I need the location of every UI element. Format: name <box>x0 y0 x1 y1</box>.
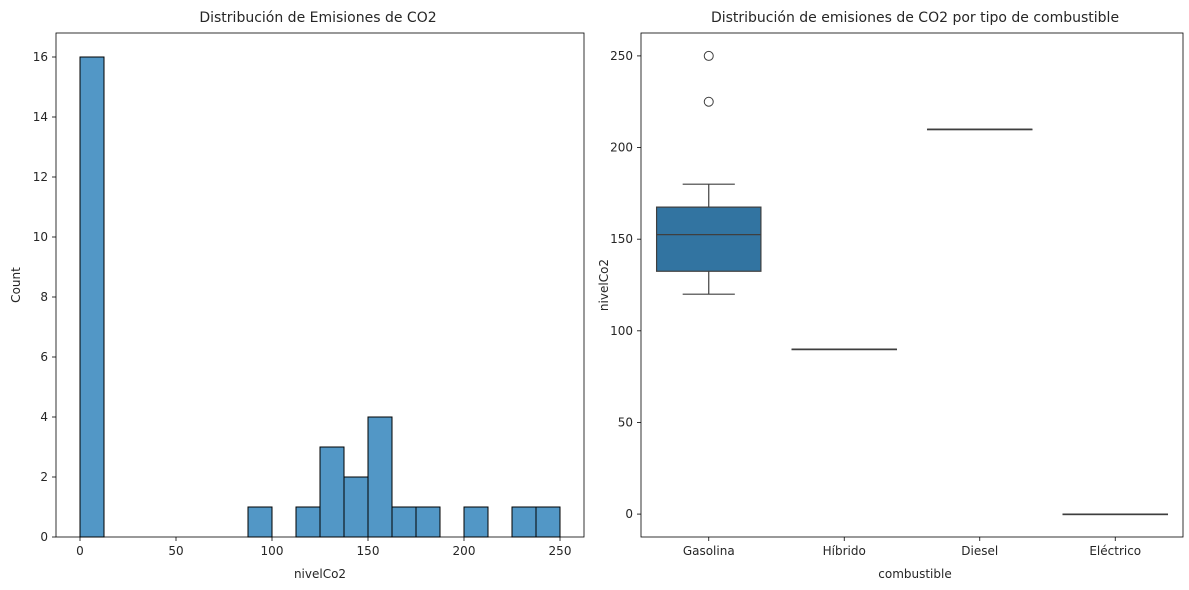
boxplot-box-eléctrico <box>1062 513 1169 516</box>
histogram-panel: Distribución de Emisiones de CO2 0 50 100 1… <box>9 10 585 581</box>
boxplot-box-diesel <box>926 128 1033 131</box>
histogram-y-tick-label: 14 <box>33 110 48 124</box>
histogram-y-ticks: 0 2 4 6 8 10 12 14 16 <box>33 50 56 544</box>
histogram-y-tick-label: 4 <box>40 410 48 424</box>
histogram-bar <box>79 56 105 538</box>
boxplot-y-tick-label: 50 <box>618 415 633 429</box>
histogram-axes-frame <box>55 32 585 538</box>
boxplot-x-tick-label: Diesel <box>961 544 998 558</box>
histogram-bar <box>511 506 537 538</box>
histogram-x-tick-label: 100 <box>261 544 284 558</box>
histogram-y-tick-label: 16 <box>33 50 48 64</box>
boxplot-panel: Distribución de emisiones de CO2 por tip… <box>597 10 1184 581</box>
boxplot-box-híbrido <box>791 348 898 351</box>
histogram-bar <box>319 446 345 538</box>
histogram-x-tick-label: 50 <box>168 544 183 558</box>
histogram-y-tick-label: 12 <box>33 170 48 184</box>
histogram-x-tick-label: 200 <box>453 544 476 558</box>
boxplot-title: Distribución de emisiones de CO2 por tip… <box>711 10 1119 26</box>
boxplot-x-tick-label: Eléctrico <box>1089 544 1141 558</box>
histogram-x-tick-label: 250 <box>549 544 572 558</box>
histogram-bar <box>391 506 417 538</box>
boxplot-x-tick-label: Híbrido <box>823 544 866 558</box>
histogram-bars <box>79 56 561 538</box>
histogram-bar <box>343 476 369 538</box>
histogram-bar <box>295 506 321 538</box>
boxplot-y-tick-label: 250 <box>610 49 633 63</box>
histogram-bar <box>415 506 441 538</box>
histogram-title: Distribución de Emisiones de CO2 <box>199 10 436 26</box>
histogram-x-ticks: 0 50 100 150 200 250 <box>76 537 571 558</box>
boxplot-x-tick-label: Gasolina <box>683 544 735 558</box>
histogram-x-tick-label: 0 <box>76 544 84 558</box>
histogram-bar <box>367 416 393 538</box>
histogram-y-tick-label: 8 <box>40 290 48 304</box>
boxplot-y-tick-label: 150 <box>610 232 633 246</box>
boxplot-outlier <box>703 96 714 107</box>
histogram-y-label: Count <box>9 267 23 303</box>
histogram-bar <box>463 506 489 538</box>
histogram-y-tick-label: 6 <box>40 350 48 364</box>
histogram-bar <box>535 506 561 538</box>
boxplot-axes-frame <box>640 32 1184 538</box>
boxplot-marks <box>655 50 1169 516</box>
boxplot-x-ticks: Gasolina Híbrido Diesel Eléctrico <box>683 537 1141 558</box>
histogram-x-label: nivelCo2 <box>294 567 346 581</box>
histogram-y-tick-label: 0 <box>40 530 48 544</box>
histogram-y-tick-label: 2 <box>40 470 48 484</box>
boxplot-y-label: nivelCo2 <box>597 259 611 311</box>
boxplot-y-tick-label: 0 <box>625 507 633 521</box>
boxplot-y-tick-label: 200 <box>610 141 633 155</box>
histogram-y-tick-label: 10 <box>33 230 48 244</box>
boxplot-outlier <box>703 50 714 61</box>
boxplot-box-gasolina <box>655 50 762 295</box>
boxplot-y-ticks: 0 50 100 150 200 250 <box>610 49 641 521</box>
histogram-x-tick-label: 150 <box>357 544 380 558</box>
boxplot-y-tick-label: 100 <box>610 324 633 338</box>
boxplot-x-label: combustible <box>878 567 951 581</box>
histogram-bar <box>247 506 273 538</box>
